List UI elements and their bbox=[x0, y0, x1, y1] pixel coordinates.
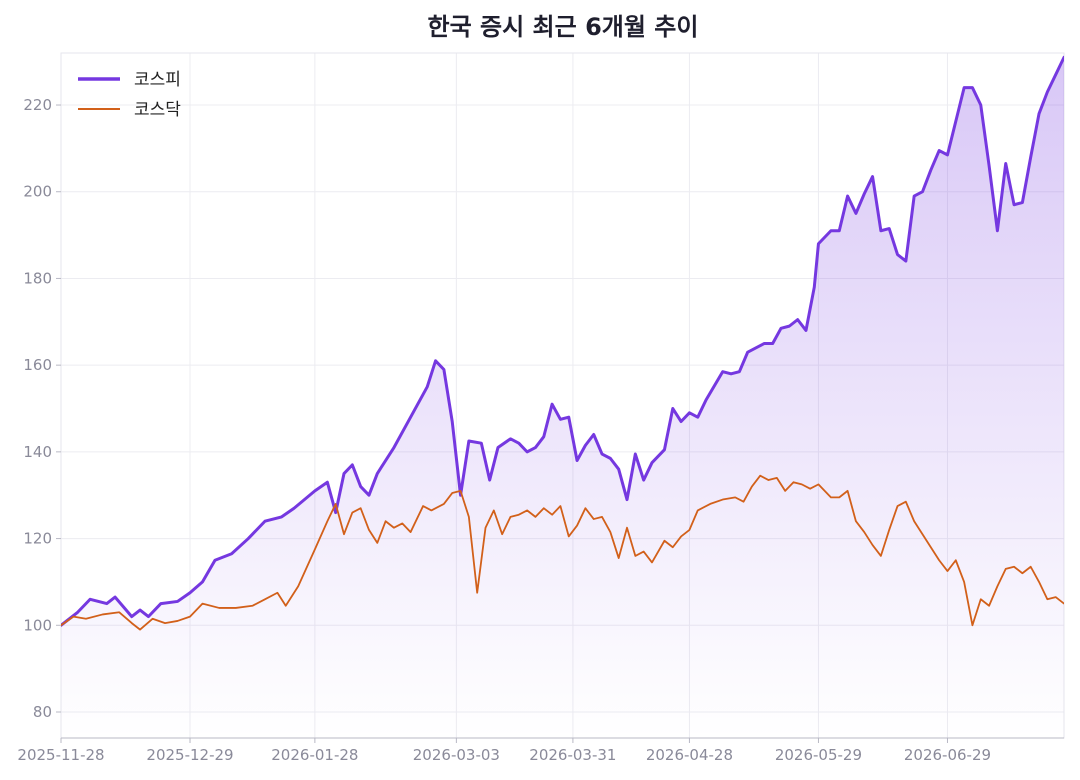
x-tick-label: 2026-01-28 bbox=[271, 746, 358, 764]
y-tick-label: 120 bbox=[23, 530, 52, 548]
x-tick-label: 2026-04-28 bbox=[646, 746, 733, 764]
chart-title: 한국 증시 최근 6개월 추이 bbox=[428, 13, 699, 41]
y-tick-label: 140 bbox=[23, 443, 52, 461]
y-tick-label: 220 bbox=[23, 96, 52, 114]
x-tick-label: 2026-03-03 bbox=[413, 746, 500, 764]
series-area-kospi bbox=[61, 57, 1064, 738]
x-tick-label: 2025-12-29 bbox=[146, 746, 233, 764]
x-tick-label: 2026-05-29 bbox=[775, 746, 862, 764]
y-axis-ticks: 80 100 120 140 160 180 200 220 bbox=[23, 96, 61, 721]
legend-label-kosdaq: 코스닥 bbox=[134, 100, 181, 120]
y-tick-label: 200 bbox=[23, 183, 52, 201]
series-line-kosdaq bbox=[61, 474, 1064, 631]
series-line-kospi bbox=[61, 55, 1064, 627]
y-tick-label: 100 bbox=[23, 616, 52, 634]
series-group bbox=[61, 55, 1064, 738]
x-tick-label: 2026-03-31 bbox=[529, 746, 616, 764]
y-tick-label: 180 bbox=[23, 269, 52, 287]
x-tick-label: 2025-11-28 bbox=[17, 746, 104, 764]
x-tick-label: 2026-06-29 bbox=[904, 746, 991, 764]
legend: 코스피 코스닥 bbox=[78, 70, 181, 120]
x-axis-ticks: 2025-11-28 2025-12-29 2026-01-28 2026-03-03… bbox=[17, 738, 991, 764]
y-tick-label: 160 bbox=[23, 356, 52, 374]
y-tick-label: 80 bbox=[33, 703, 52, 721]
legend-label-kospi: 코스피 bbox=[134, 70, 181, 90]
